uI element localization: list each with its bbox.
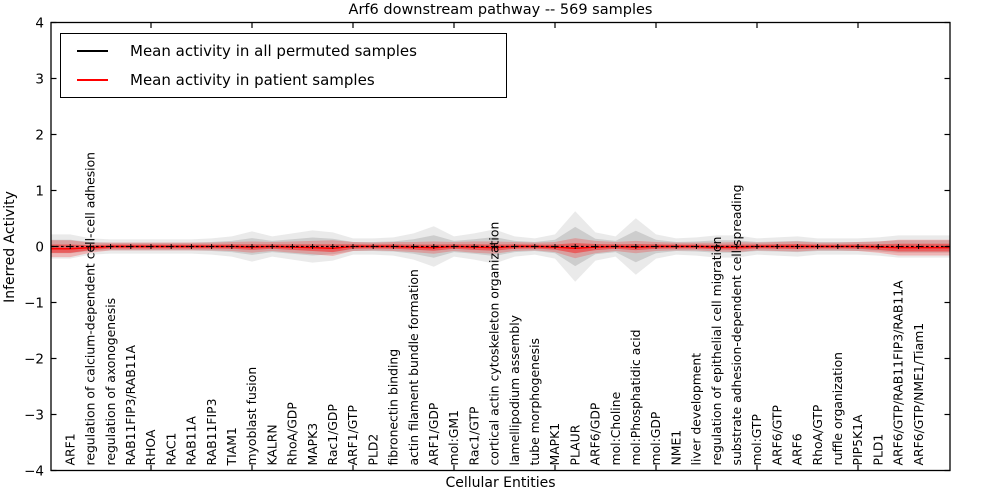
permuted-band — [51, 226, 950, 267]
entity-label: Rac1/GDP — [325, 404, 340, 466]
entity-label: substrate adhesion-dependent cell spread… — [729, 185, 744, 466]
entity-label: PLD2 — [365, 434, 380, 466]
entity-label: TIAM1 — [224, 427, 239, 466]
entity-label: myoblast fusion — [244, 367, 259, 466]
entity-label: RAB11FIP3 — [204, 399, 219, 466]
y-tick-label: −3 — [24, 407, 44, 423]
legend-item-patient: Mean activity in patient samples — [77, 71, 506, 89]
entity-label: ARF6/GTP — [769, 405, 784, 466]
entity-label: tube morphogenesis — [527, 338, 542, 466]
entity-label: mol:Choline — [608, 392, 623, 466]
entity-label: PLAUR — [567, 424, 582, 465]
entity-label: RhoA/GTP — [810, 404, 825, 465]
entity-label: PIP5K1A — [850, 414, 865, 465]
permuted-band-outer — [51, 211, 950, 282]
entity-label: ARF1 — [62, 433, 77, 465]
y-tick-label: 0 — [35, 239, 44, 255]
entity-label: MAPK3 — [305, 423, 320, 466]
legend-label-permuted: Mean activity in all permuted samples — [130, 42, 417, 61]
patient-line-swatch — [77, 78, 108, 81]
entity-label: mol:Phosphatidic acid — [628, 329, 643, 465]
entity-label: ARF1/GDP — [426, 402, 441, 465]
entity-label: ruffle organization — [830, 352, 845, 466]
permuted-line-swatch — [77, 50, 108, 53]
entity-label: lamellipodium assembly — [507, 315, 522, 466]
y-tick-label: 1 — [35, 183, 44, 199]
entity-label: ARF6 — [790, 433, 805, 465]
entity-label: mol:GDP — [648, 411, 663, 465]
entity-label: RAB11FIP3/RAB11A — [123, 344, 138, 465]
legend: Mean activity in all permuted samples Me… — [60, 33, 507, 98]
entity-label: regulation of axonogenesis — [103, 298, 118, 466]
entity-label: actin filament bundle formation — [406, 269, 421, 465]
entity-label: fibronectin binding — [386, 349, 401, 466]
entity-label: KALRN — [264, 424, 279, 465]
chart-title: Arf6 downstream pathway -- 569 samples — [348, 2, 653, 18]
entity-label: regulation of calcium-dependent cell-cel… — [83, 152, 98, 466]
entity-label: NME1 — [668, 430, 683, 466]
entity-label: liver development — [689, 353, 704, 466]
legend-item-permuted: Mean activity in all permuted samples — [77, 42, 506, 60]
entity-label: cortical actin cytoskeleton organization — [487, 222, 502, 466]
entity-label: ARF6/GTP/RAB11FIP3/RAB11A — [891, 280, 906, 466]
entity-label: RhoA/GDP — [285, 402, 300, 466]
entity-label: mol:GTP — [749, 414, 764, 466]
entity-label: mol:GM1 — [446, 410, 461, 465]
y-tick-label: −1 — [24, 295, 44, 311]
legend-label-patient: Mean activity in patient samples — [130, 70, 375, 89]
entity-label: ARF1/GTP — [345, 405, 360, 466]
patient-band-inner — [51, 243, 950, 254]
entity-label: RAC1 — [163, 433, 178, 466]
y-tick-label: −4 — [24, 463, 44, 479]
entity-label: MAPK1 — [547, 423, 562, 466]
patient-band — [51, 238, 950, 259]
entity-label: ARF6/GTP/NME1/Tiam1 — [911, 323, 926, 466]
entity-label: Rac1/GTP — [466, 406, 481, 466]
x-axis-label: Cellular Entities — [445, 475, 556, 491]
entity-label: ARF6/GDP — [588, 402, 603, 465]
y-tick-label: 4 — [35, 15, 44, 31]
y-tick-label: −2 — [24, 351, 44, 367]
entity-label: RAB11A — [184, 416, 199, 466]
y-tick-label: 3 — [35, 71, 44, 87]
entity-label: regulation of epithelial cell migration — [709, 237, 724, 466]
entity-label: PLD1 — [870, 434, 885, 466]
entity-label: RHOA — [143, 429, 158, 465]
y-tick-label: 2 — [35, 127, 44, 143]
